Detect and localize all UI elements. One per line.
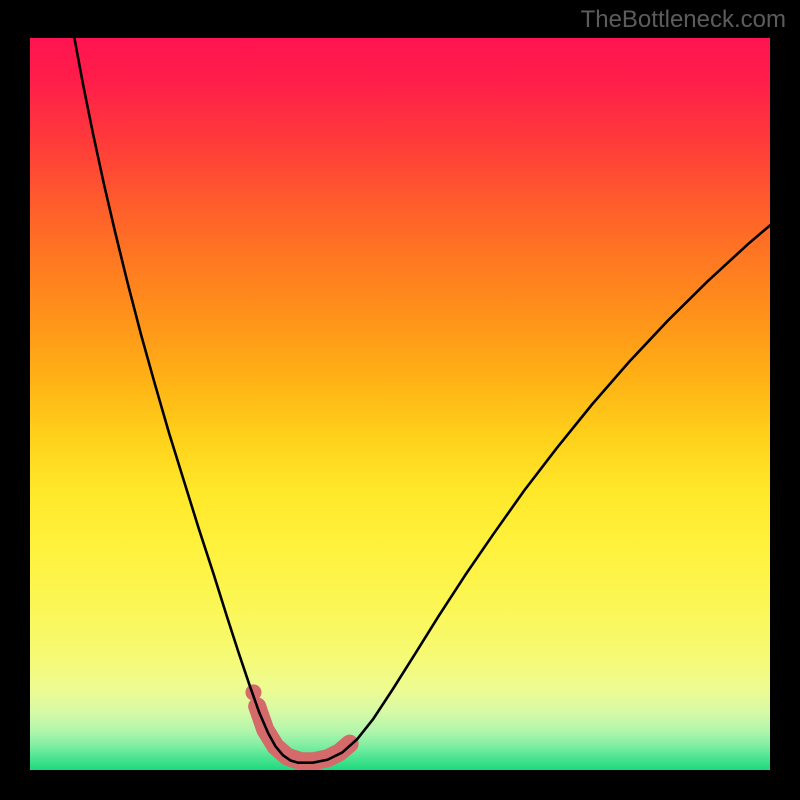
chart-svg — [0, 0, 800, 800]
chart-stage: TheBottleneck.com — [0, 0, 800, 800]
plot-background — [30, 38, 770, 770]
watermark-text: TheBottleneck.com — [581, 6, 786, 34]
